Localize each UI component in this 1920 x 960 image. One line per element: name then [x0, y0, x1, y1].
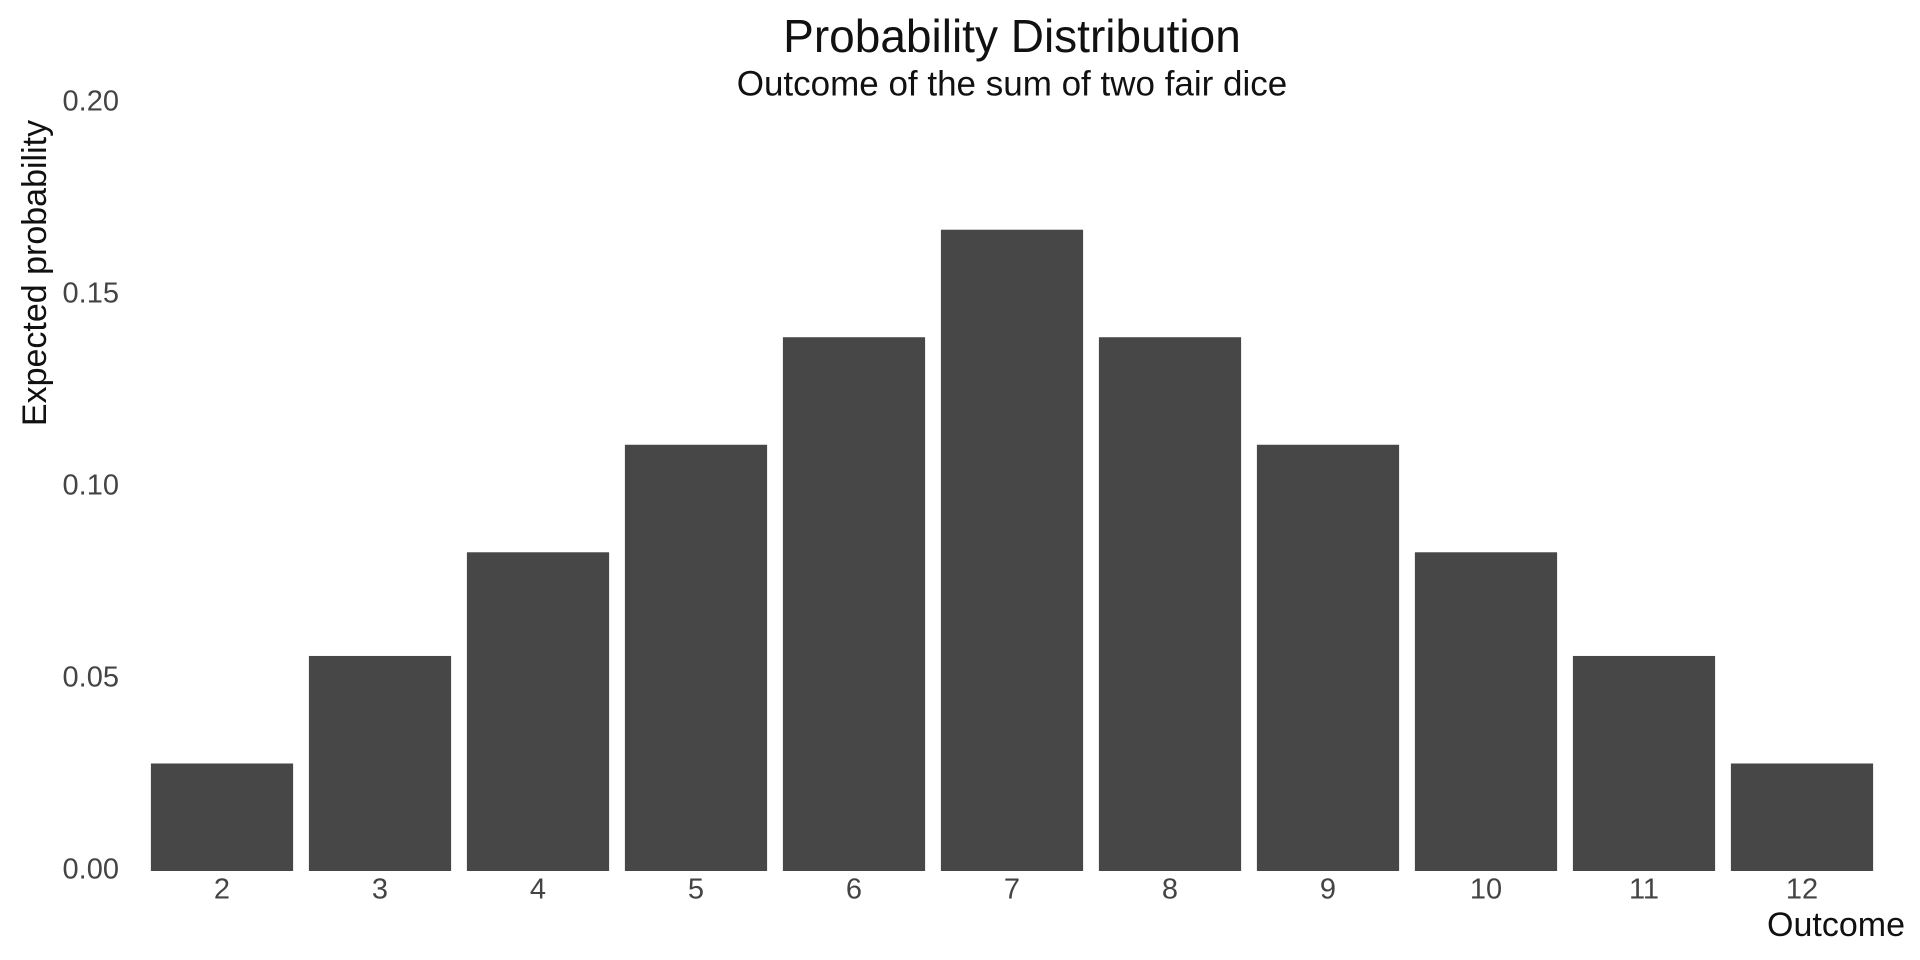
y-tick-label: 0.15 [63, 278, 119, 310]
bar [1572, 655, 1716, 871]
x-axis-title: Outcome [1767, 906, 1905, 944]
bar [940, 229, 1084, 872]
y-tick-label: 0.00 [63, 854, 119, 886]
x-tick-label: 9 [1320, 874, 1336, 906]
y-tick-label: 0.20 [63, 86, 119, 118]
x-tick-label: 8 [1162, 874, 1178, 906]
x-tick-label: 7 [1004, 874, 1020, 906]
bar [150, 763, 294, 871]
bar [466, 552, 610, 871]
x-tick-label: 12 [1786, 874, 1818, 906]
y-tick-label: 0.05 [63, 662, 119, 694]
x-tick-label: 6 [846, 874, 862, 906]
chart-subtitle: Outcome of the sum of two fair dice [737, 64, 1288, 103]
y-axis-title: Expected probability [16, 120, 54, 426]
bar [782, 337, 926, 871]
x-tick-label: 5 [688, 874, 704, 906]
y-tick-label: 0.10 [63, 470, 119, 502]
x-tick-label: 2 [214, 874, 230, 906]
chart-title: Probability Distribution [783, 10, 1241, 62]
bar [624, 444, 768, 871]
x-tick-label: 4 [530, 874, 546, 906]
bar [308, 655, 452, 871]
bar [1256, 444, 1400, 871]
bar [1730, 763, 1874, 871]
x-tick-label: 3 [372, 874, 388, 906]
bar [1098, 337, 1242, 871]
x-tick-label: 10 [1470, 874, 1502, 906]
x-tick-label: 11 [1629, 874, 1659, 906]
bar [1414, 552, 1558, 871]
